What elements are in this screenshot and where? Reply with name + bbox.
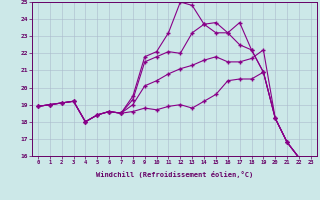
X-axis label: Windchill (Refroidissement éolien,°C): Windchill (Refroidissement éolien,°C) xyxy=(96,171,253,178)
